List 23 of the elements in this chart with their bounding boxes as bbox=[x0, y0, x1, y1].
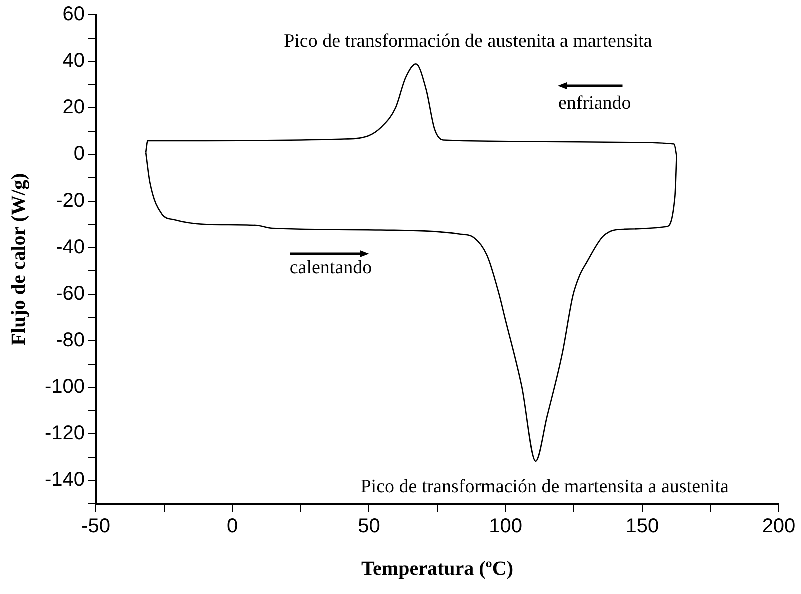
y-tick-label: -140 bbox=[45, 469, 86, 492]
annotation: calentando bbox=[290, 257, 372, 278]
y-tick-label: -100 bbox=[45, 376, 86, 398]
x-tick-label: 0 bbox=[227, 516, 238, 538]
x-tick-label: -50 bbox=[82, 516, 110, 538]
y-tick-label: -120 bbox=[45, 422, 86, 445]
y-tick-label: -80 bbox=[56, 330, 86, 352]
y-tick-label: 60 bbox=[62, 4, 86, 26]
y-tick-label: -20 bbox=[56, 190, 86, 212]
y-tick-label: -60 bbox=[56, 282, 86, 305]
x-tick-label: 150 bbox=[626, 516, 660, 538]
x-tick-label: 200 bbox=[762, 516, 796, 538]
y-tick-label: -40 bbox=[56, 236, 86, 258]
annotation: enfriando bbox=[558, 92, 632, 114]
y-tick-label: 0 bbox=[74, 143, 86, 166]
y-tick-label: 40 bbox=[62, 50, 86, 72]
y-axis-title: Flujo de calor (W/g) bbox=[8, 173, 30, 346]
x-tick-label: 50 bbox=[358, 516, 380, 538]
x-axis-title: Temperatura (ºC) bbox=[362, 558, 514, 580]
annotation: Pico de transformación de martensita a austenita bbox=[360, 476, 730, 498]
y-tick-label: 20 bbox=[62, 96, 86, 119]
annotation: Pico de transformación de austenita a martensita bbox=[284, 31, 653, 52]
x-tick-label: 100 bbox=[489, 516, 522, 538]
